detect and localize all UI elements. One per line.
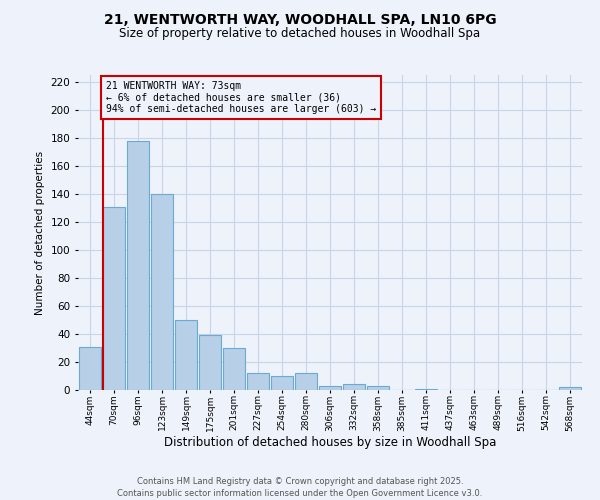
Text: 21, WENTWORTH WAY, WOODHALL SPA, LN10 6PG: 21, WENTWORTH WAY, WOODHALL SPA, LN10 6P… bbox=[104, 12, 496, 26]
Bar bbox=[223, 348, 245, 390]
Bar bbox=[175, 320, 197, 390]
Bar bbox=[247, 373, 269, 390]
Bar bbox=[367, 386, 389, 390]
Bar bbox=[151, 194, 173, 390]
Text: Size of property relative to detached houses in Woodhall Spa: Size of property relative to detached ho… bbox=[119, 28, 481, 40]
Bar bbox=[79, 346, 101, 390]
Text: Contains HM Land Registry data © Crown copyright and database right 2025.
Contai: Contains HM Land Registry data © Crown c… bbox=[118, 476, 482, 498]
Bar bbox=[271, 376, 293, 390]
Text: 21 WENTWORTH WAY: 73sqm
← 6% of detached houses are smaller (36)
94% of semi-det: 21 WENTWORTH WAY: 73sqm ← 6% of detached… bbox=[106, 80, 376, 114]
Bar bbox=[103, 206, 125, 390]
Bar bbox=[295, 373, 317, 390]
Bar bbox=[343, 384, 365, 390]
X-axis label: Distribution of detached houses by size in Woodhall Spa: Distribution of detached houses by size … bbox=[164, 436, 496, 449]
Bar bbox=[199, 336, 221, 390]
Bar bbox=[319, 386, 341, 390]
Bar bbox=[559, 387, 581, 390]
Bar bbox=[415, 388, 437, 390]
Y-axis label: Number of detached properties: Number of detached properties bbox=[35, 150, 45, 314]
Bar bbox=[127, 141, 149, 390]
